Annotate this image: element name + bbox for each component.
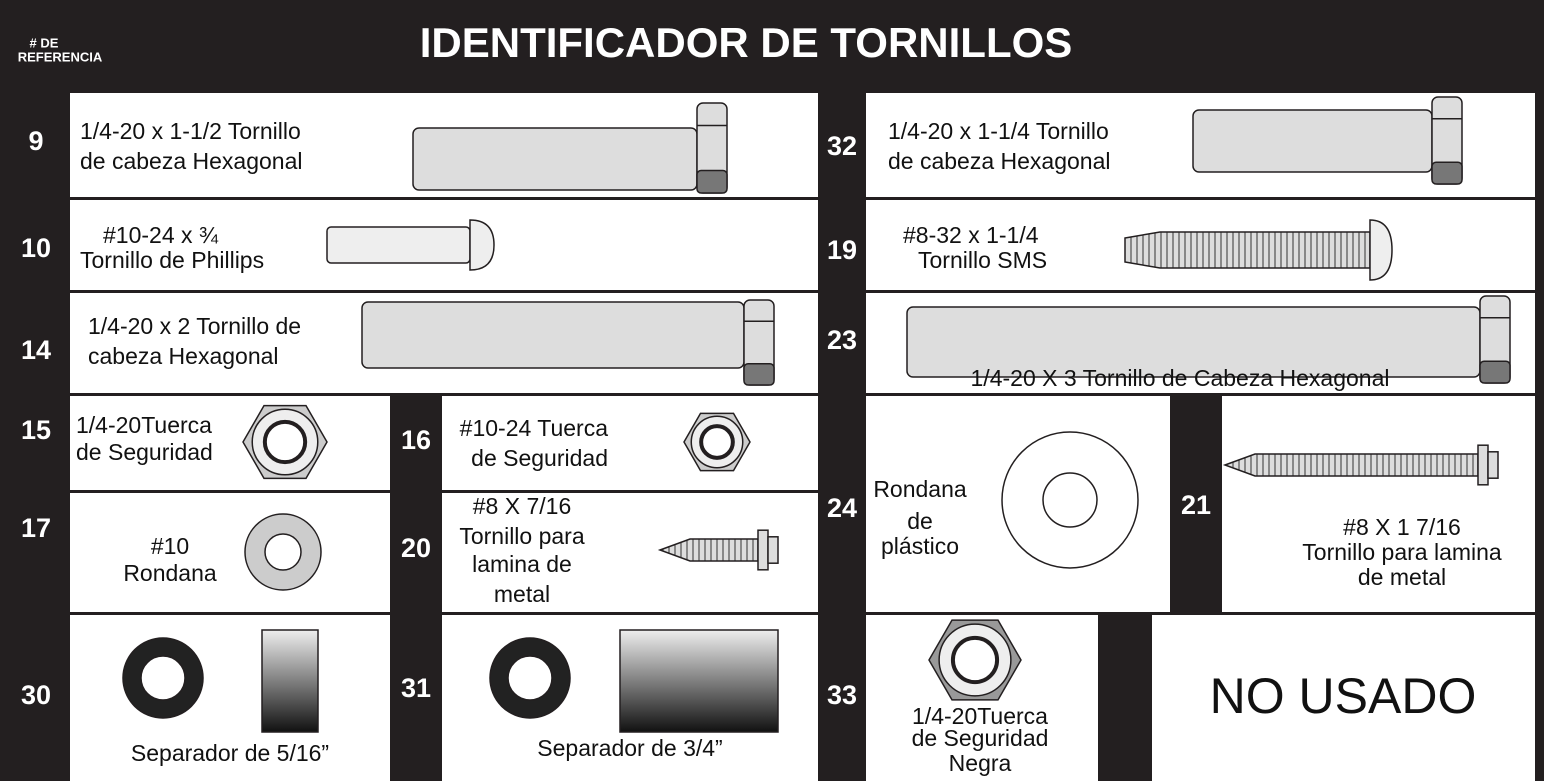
sheet-screw-head (1487, 451, 1499, 479)
bolt-shaft (361, 301, 745, 369)
item-label: #8-32 x 1-1/4 (903, 222, 1039, 248)
nut-hole (950, 635, 1000, 685)
spacer-hole (140, 655, 186, 701)
screw-shaft (326, 226, 471, 264)
item-label: #10-24 x ¾ (103, 222, 219, 248)
item-label: cabeza Hexagonal (88, 343, 279, 369)
item-label: Separador de 3/4” (537, 735, 722, 761)
ref-number: 20 (401, 533, 431, 563)
nut-hole (262, 419, 308, 465)
ref-number: 32 (827, 131, 857, 161)
item-label: Tornillo para (459, 523, 584, 549)
bolt-shade (743, 363, 775, 386)
item-label: Rondana (123, 560, 217, 586)
ref-number: 16 (401, 425, 431, 455)
item-label: Tornillo SMS (918, 247, 1047, 273)
item-label: #10-24 Tuerca (460, 415, 609, 441)
bolt-shade (1431, 161, 1463, 185)
spacer-body (261, 629, 319, 733)
item-label: #8 X 1 7/16 (1343, 514, 1461, 540)
item-label: Rondana (873, 476, 967, 502)
item-label: 1/4-20 x 1-1/4 Tornillo (888, 118, 1109, 144)
icons (122, 96, 1511, 733)
ref-number: 24 (827, 493, 857, 523)
ref-number: 15 (21, 415, 51, 445)
nut-hole (699, 424, 735, 460)
item-label: 1/4-20 x 2 Tornillo de (88, 313, 301, 339)
bolt-shaft (412, 127, 698, 191)
not-used: NO USADO (1210, 668, 1477, 724)
ref-number: 21 (1181, 490, 1211, 520)
item-label: de metal (1358, 564, 1446, 590)
item-label: Tornillo para lamina (1302, 539, 1502, 565)
ref-number: 14 (21, 335, 51, 365)
item-label: 1/4-20Tuerca (76, 412, 212, 438)
ref-number: 33 (827, 680, 857, 710)
bolt-shaft (1192, 109, 1433, 173)
item-label: lamina de (472, 551, 572, 577)
sheet-screw-head (757, 529, 769, 571)
sheet-screw (1222, 453, 1479, 477)
ref-number: 17 (21, 513, 51, 543)
item-label: plástico (881, 533, 959, 559)
ref-number: 19 (827, 235, 857, 265)
item-label: Tornillo de Phillips (80, 247, 264, 273)
ref-number: 10 (21, 233, 51, 263)
ref-number: 9 (28, 126, 43, 156)
ref-number: 23 (827, 325, 857, 355)
item-label: Negra (949, 750, 1012, 776)
item-label: de cabeza Hexagonal (888, 148, 1111, 174)
item-label: #10 (151, 533, 189, 559)
ref-label: REFERENCIA (18, 49, 103, 64)
sheet-screw-head (1477, 444, 1489, 486)
item-label: 1/4-20 x 1-1/2 Tornillo (80, 118, 301, 144)
item-label: #8 X 7/16 (473, 493, 571, 519)
bolt-shade (1479, 360, 1511, 384)
bolt-shade (696, 169, 728, 194)
sheet-screw-head (767, 536, 779, 564)
item-label: de cabeza Hexagonal (80, 148, 303, 174)
spacer-body (619, 629, 779, 733)
item-label: metal (494, 581, 550, 607)
screw-head (469, 219, 495, 271)
item-label: Separador de 5/16” (131, 740, 329, 766)
spacer-hole (507, 655, 553, 701)
title: IDENTIFICADOR DE TORNILLOS (420, 19, 1073, 66)
ref-number: 30 (21, 680, 51, 710)
washer-hole (1042, 472, 1098, 528)
item-label: de Seguridad (471, 445, 608, 471)
item-label: de Seguridad (76, 439, 213, 465)
item-label: 1/4-20Tuerca (912, 703, 1048, 729)
item-label: de (907, 508, 933, 534)
ref-label: # DE (30, 35, 59, 50)
washer-hole (264, 533, 302, 571)
ref-number: 31 (401, 673, 431, 703)
item-label: 1/4-20 X 3 Tornillo de Cabeza Hexagonal (971, 365, 1390, 391)
screw-head (1369, 219, 1393, 281)
item-label: de Seguridad (912, 725, 1049, 751)
screw-shaft (1124, 231, 1371, 269)
